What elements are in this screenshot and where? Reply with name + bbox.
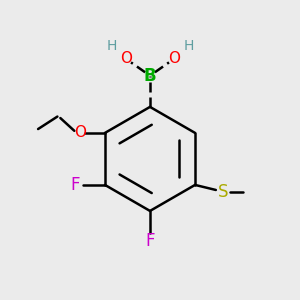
Text: O: O [168, 51, 180, 66]
Text: F: F [145, 232, 155, 250]
Text: O: O [120, 51, 132, 66]
Text: F: F [70, 176, 80, 194]
Text: H: H [183, 39, 194, 53]
Text: H: H [106, 39, 117, 53]
Text: S: S [218, 183, 229, 201]
Text: B: B [144, 67, 156, 85]
Text: O: O [74, 125, 86, 140]
